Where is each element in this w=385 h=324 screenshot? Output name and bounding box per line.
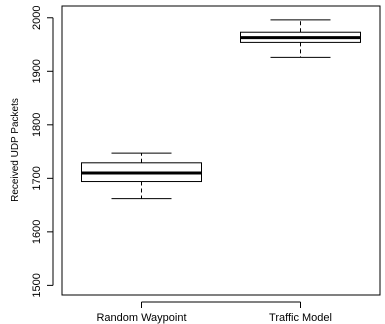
x-tick-label: Traffic Model xyxy=(269,312,332,324)
box-group xyxy=(81,152,202,200)
y-tick-label: 1500 xyxy=(31,273,43,297)
plot-frame xyxy=(61,5,381,296)
y-tick-label: 1800 xyxy=(31,113,43,137)
y-tick-label: 2000 xyxy=(31,6,43,30)
x-axis: Random Waypoint Traffic Model xyxy=(96,301,332,324)
y-axis: 1500 1600 1700 1800 1900 2000 xyxy=(31,6,54,298)
y-tick-label: 1900 xyxy=(31,59,43,83)
y-tick-label: 1600 xyxy=(31,220,43,244)
x-tick-label: Random Waypoint xyxy=(96,312,186,324)
box-group xyxy=(240,19,361,58)
y-tick-label: 1700 xyxy=(31,166,43,190)
box-series xyxy=(81,19,361,200)
y-axis-label: Received UDP Packets xyxy=(10,98,21,202)
